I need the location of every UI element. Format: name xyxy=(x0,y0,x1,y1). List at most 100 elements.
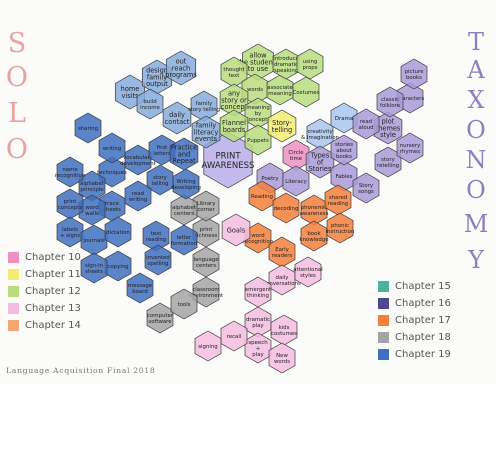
hexagon-label: spelling xyxy=(148,261,169,267)
hexagon-shape xyxy=(376,86,404,118)
hexagon-label: invented xyxy=(146,255,170,261)
taxonomy-letter-y: Y xyxy=(468,246,484,274)
hexagon-label: play xyxy=(252,323,264,329)
hexagon-label: daily xyxy=(169,111,185,119)
hexagon-label: Costumes xyxy=(293,90,320,96)
hexagon-label: PRINT xyxy=(215,152,241,162)
hexagon-label: sign-in xyxy=(85,263,103,269)
hexagon-label: associate xyxy=(267,85,293,91)
hexagon-label: Repeat xyxy=(172,157,196,165)
hexagon-label: labels xyxy=(62,227,78,233)
hexagon-shape xyxy=(144,244,172,276)
hexagon-label: Goals xyxy=(227,226,246,234)
hexagon-label: by xyxy=(255,111,262,117)
hexagon-label: Reading xyxy=(251,194,273,200)
hexagon-label: allow xyxy=(249,52,267,60)
hexagon-label: Story xyxy=(359,183,374,189)
hexagon-label: letters xyxy=(153,151,171,157)
hexagon-shape xyxy=(294,256,322,288)
legend-label: Chapter 10 xyxy=(25,251,81,263)
legend-label: Chapter 14 xyxy=(25,319,81,331)
hexagon-label: dramatic xyxy=(274,62,298,68)
hexagon-shape xyxy=(56,156,84,188)
solo-letter-s: S xyxy=(7,28,27,59)
hexagon-shape xyxy=(268,342,296,374)
hexagon-label: software xyxy=(148,319,172,325)
taxonomy-letter-n: N xyxy=(465,146,487,174)
hexagon-shape xyxy=(396,132,424,164)
hexagon-shape xyxy=(244,124,272,156)
concept-hexagon: writing xyxy=(98,132,126,164)
hexagon-label: attentional xyxy=(293,267,322,273)
hexagon-label: + signs xyxy=(60,233,80,239)
hexagon-label: Circle xyxy=(288,150,304,156)
hexagon-label: story or xyxy=(221,96,247,104)
hexagon-label: read xyxy=(360,119,372,125)
hexagon-shape xyxy=(74,112,102,144)
hexagon-label: contact xyxy=(165,118,190,126)
legend-item-chapter-13: Chapter 13 xyxy=(8,301,81,315)
hexagon-shape xyxy=(352,108,380,140)
hexagon-label: print xyxy=(200,227,213,233)
legend-item-chapter-16: Chapter 16 xyxy=(378,296,451,310)
hexagon-label: AWARENESS xyxy=(202,161,255,171)
concept-hexagon: Puppets xyxy=(244,124,272,156)
hexagon-label: centers xyxy=(196,263,216,269)
hexagon-label: letter xyxy=(177,235,192,241)
hexagon-label: about xyxy=(336,148,352,154)
hexagon-shape xyxy=(170,288,198,320)
hexagon-label: meaning xyxy=(268,91,292,97)
hexagon-label: environment xyxy=(189,293,223,299)
hexagon-shape xyxy=(142,220,170,252)
hexagon-label: tools xyxy=(177,302,190,308)
hexagon-shape xyxy=(162,101,192,135)
hexagon-shape xyxy=(126,272,154,304)
taxonomy-letter-o-2: O xyxy=(466,176,486,204)
hexagon-label: sharing xyxy=(78,126,98,132)
hexagon-shape xyxy=(98,132,126,164)
hexagon-label: boards xyxy=(223,126,246,134)
legend-label: Chapter 19 xyxy=(395,348,451,360)
hexagon-label: events xyxy=(195,135,218,143)
hexagon-label: retelling xyxy=(377,163,399,169)
hexagon-label: to use xyxy=(248,65,268,73)
hexagon-label: richness xyxy=(195,233,218,239)
legend-label: Chapter 18 xyxy=(395,331,451,343)
hexagon-label: words xyxy=(274,359,290,365)
hexagon-label: Puppets xyxy=(247,138,269,144)
hexagon-label: nursery xyxy=(400,143,421,149)
hexagon-label: alphabet xyxy=(80,181,104,187)
hexagon-shape xyxy=(324,184,352,216)
hexagon-shape xyxy=(56,188,84,220)
hexagon-label: story xyxy=(381,157,395,163)
hexagon-label: board xyxy=(132,289,148,295)
hexagon-label: classic xyxy=(381,97,399,103)
hexagon-label: Writing xyxy=(176,179,195,185)
hexagon-label: build xyxy=(143,99,156,105)
hexagon-label: words xyxy=(247,87,263,93)
legend-label: Chapter 16 xyxy=(395,297,451,309)
hexagon-label: any xyxy=(228,90,240,98)
hexagon-label: instruction xyxy=(326,229,355,235)
legend-item-chapter-15: Chapter 15 xyxy=(378,279,451,293)
hexagon-label: concepts xyxy=(58,205,82,211)
hexagon-label: telling xyxy=(272,126,293,134)
concept-hexagon: decoding xyxy=(272,192,300,224)
hexagon-label: readers xyxy=(272,253,293,259)
hexagon-label: word xyxy=(251,233,264,239)
hexagon-label: story xyxy=(153,175,167,181)
hexagon-label: Types xyxy=(310,152,330,160)
concept-hexagon: copying xyxy=(104,250,132,282)
